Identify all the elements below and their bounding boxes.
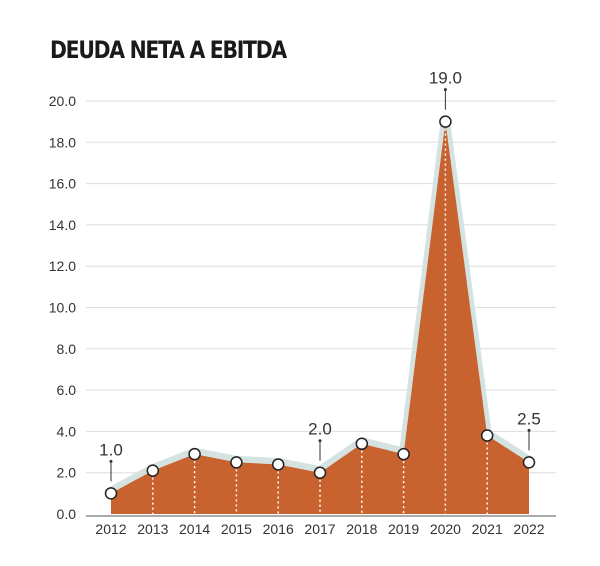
y-tick-label: 4.0 [57, 423, 77, 439]
data-point [480, 429, 494, 442]
data-point [313, 466, 327, 479]
x-tick-label: 2016 [263, 521, 294, 537]
data-label: 2.5 [517, 409, 541, 428]
data-point [188, 447, 201, 461]
chart-title: DEUDA NETA A EBITDA [50, 36, 287, 64]
x-tick-label: 2022 [513, 521, 544, 537]
label-leader-dot [109, 459, 113, 463]
data-point [522, 456, 536, 469]
x-tick-label: 2014 [179, 521, 210, 537]
x-tick-label: 2017 [304, 521, 335, 537]
data-point [397, 447, 410, 461]
label-leader-dot [443, 88, 447, 92]
x-tick-label: 2021 [472, 521, 503, 537]
x-tick-label: 2015 [221, 521, 252, 537]
label-leader-dot [318, 439, 322, 443]
data-point [439, 115, 452, 128]
y-tick-label: 2.0 [57, 465, 77, 481]
y-tick-label: 14.0 [49, 217, 76, 233]
data-label: 1.0 [99, 440, 123, 459]
x-tick-label: 2019 [388, 521, 419, 537]
y-tick-label: 8.0 [57, 341, 77, 357]
data-point [146, 464, 160, 477]
y-tick-label: 16.0 [49, 176, 76, 192]
data-point [230, 456, 243, 469]
data-label: 2.0 [308, 420, 332, 439]
y-tick-label: 20.0 [49, 93, 76, 109]
y-tick-label: 10.0 [49, 300, 76, 316]
x-tick-label: 2020 [430, 521, 461, 537]
data-point [104, 487, 118, 500]
x-tick-label: 2018 [346, 521, 377, 537]
area-series [111, 121, 529, 515]
x-tick-label: 2012 [95, 521, 126, 537]
data-point [271, 458, 285, 471]
y-tick-label: 12.0 [49, 258, 76, 274]
data-label: 19.0 [429, 69, 462, 88]
y-tick-label: 6.0 [57, 382, 77, 398]
data-point [355, 437, 369, 451]
label-leader-dot [527, 428, 531, 432]
x-tick-label: 2013 [137, 521, 168, 537]
y-tick-label: 18.0 [49, 134, 76, 150]
y-tick-label: 0.0 [57, 506, 77, 522]
